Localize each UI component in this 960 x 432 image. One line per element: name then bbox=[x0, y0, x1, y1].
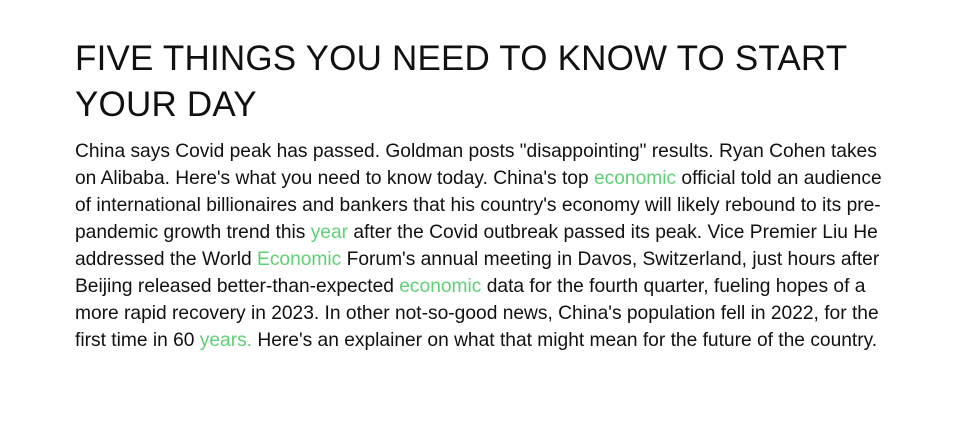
body-text-segment: official told an audience of internation… bbox=[75, 168, 882, 243]
body-text-segment: data for the fourth quarter, fueling hop… bbox=[75, 276, 879, 351]
highlighted-keyword[interactable]: year bbox=[310, 222, 349, 243]
body-text-segment: Forum's annual meeting in Davos, Switzer… bbox=[75, 249, 880, 297]
article: FIVE THINGS YOU NEED TO KNOW TO START YO… bbox=[75, 36, 895, 354]
highlighted-keyword[interactable]: years. bbox=[199, 330, 253, 351]
highlighted-keyword[interactable]: economic bbox=[593, 168, 677, 189]
body-text-segment: after the Covid outbreak passed its peak… bbox=[75, 222, 878, 270]
highlighted-keyword[interactable]: Economic bbox=[257, 249, 342, 270]
article-body: China says Covid peak has passed. Goldma… bbox=[75, 138, 887, 354]
body-text-segment: Here's an explainer on what that might m… bbox=[252, 330, 878, 351]
body-text-segment: China says Covid peak has passed. Goldma… bbox=[75, 141, 877, 189]
highlighted-keyword[interactable]: economic bbox=[399, 276, 482, 297]
headline: FIVE THINGS YOU NEED TO KNOW TO START YO… bbox=[75, 39, 847, 124]
